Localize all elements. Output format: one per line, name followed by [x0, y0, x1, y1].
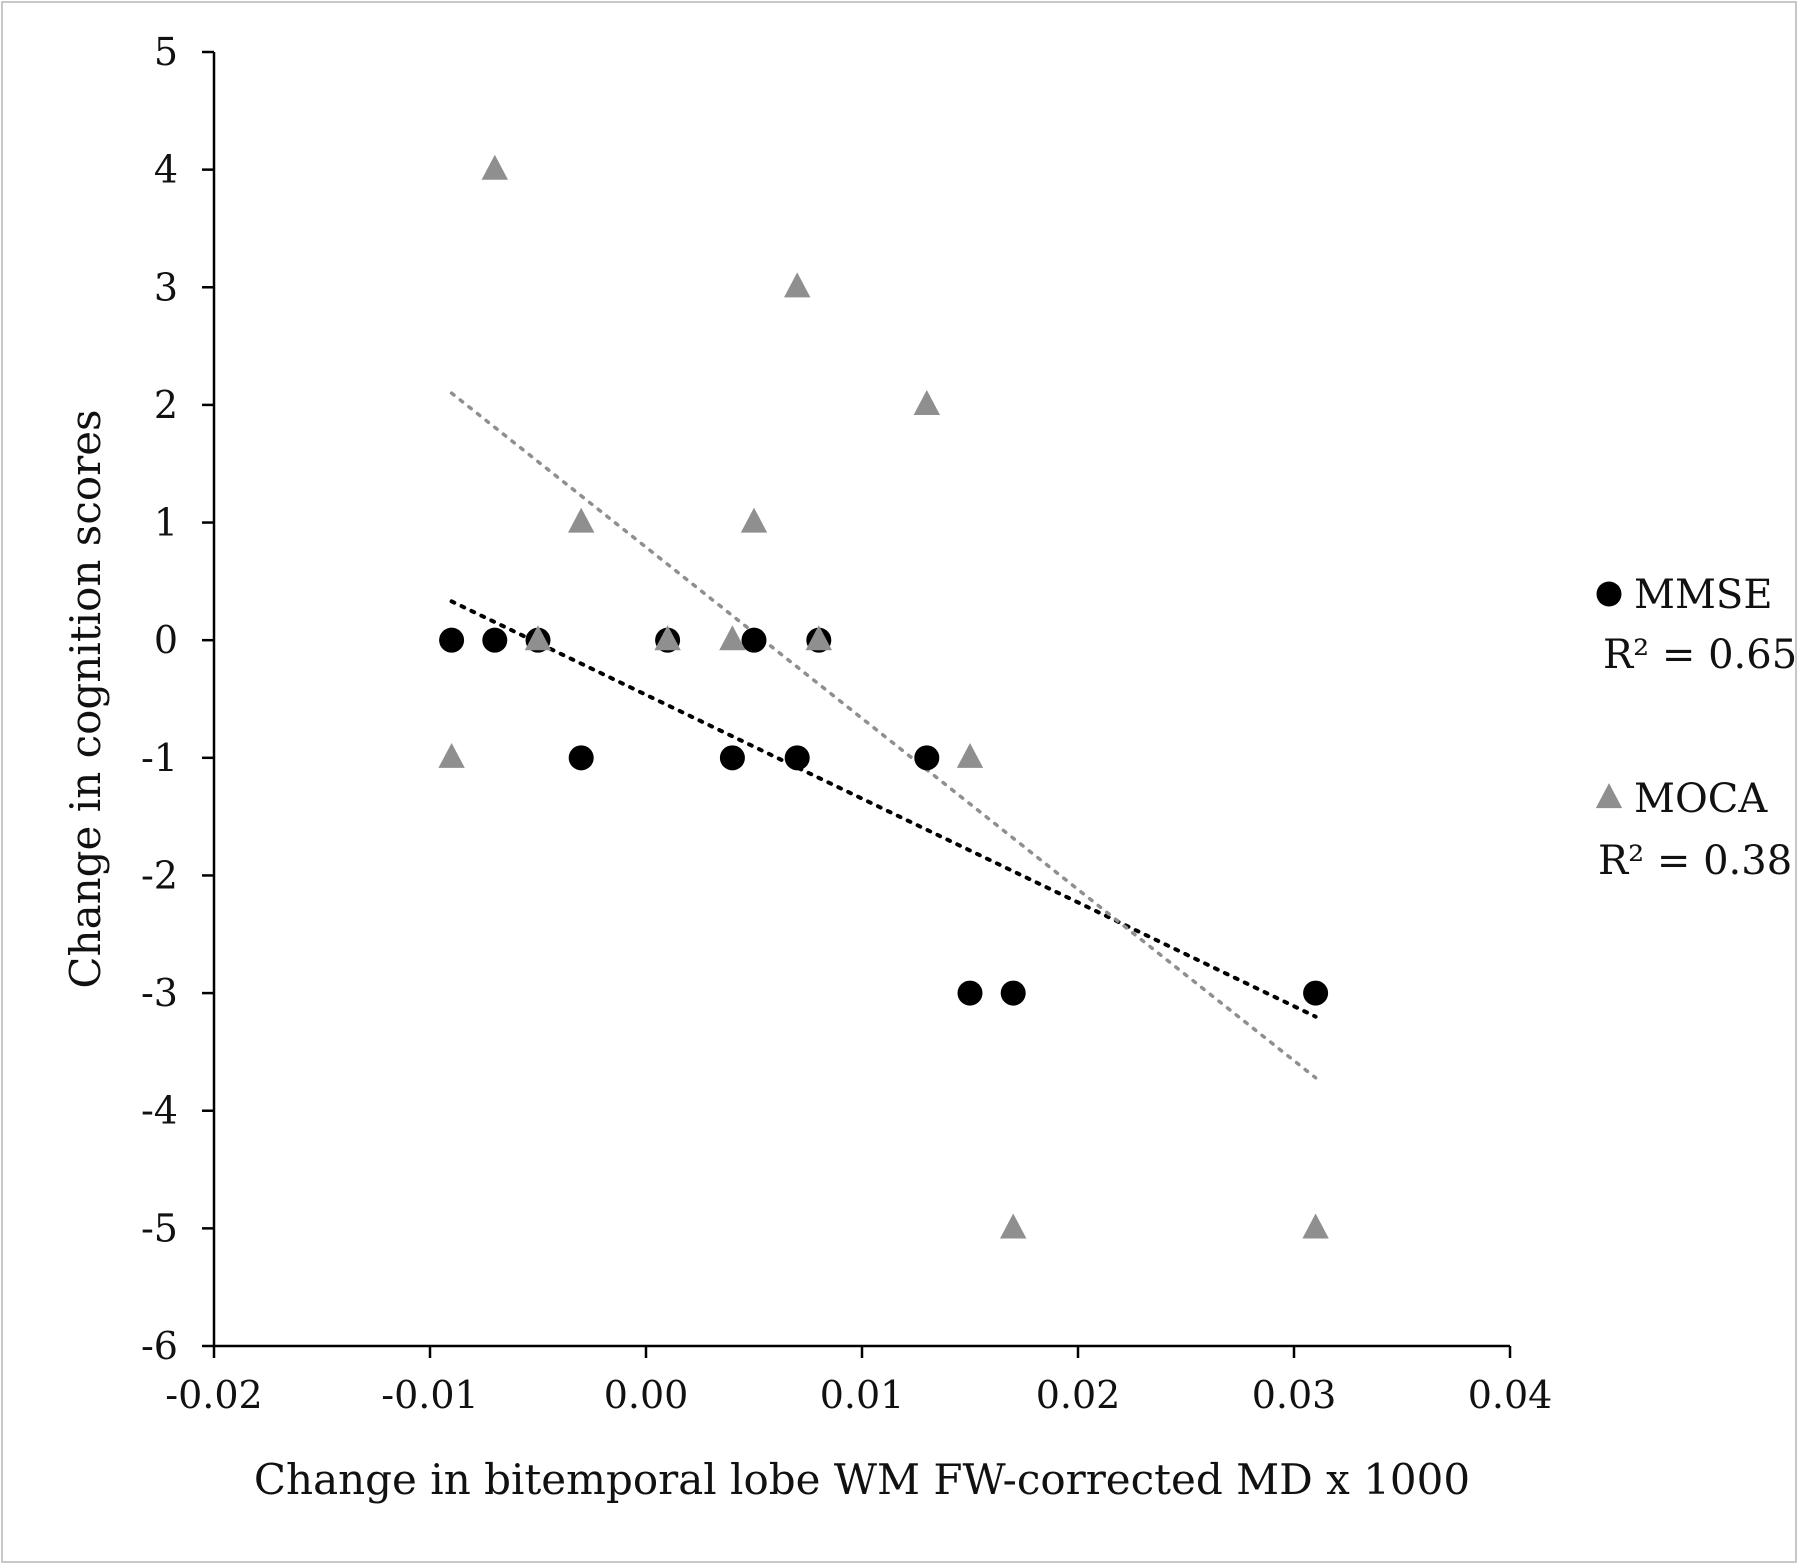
legend: MMSE R² = 0.65 MOCA R² = 0.38 — [1595, 572, 1797, 884]
legend-mmse-label: MMSE — [1634, 572, 1773, 618]
x-tick-label: 0.02 — [1036, 1373, 1121, 1417]
x-axis-title: Change in bitemporal lobe WM FW-correcte… — [254, 1455, 1470, 1504]
moca-point — [1302, 1213, 1329, 1239]
y-axis-title: Change in cognition scores — [61, 409, 110, 988]
moca-point — [956, 742, 984, 768]
moca-point — [654, 625, 681, 651]
moca-point — [438, 742, 465, 768]
tick-labels: 5 4 3 2 1 0 -1 -2 -3 -4 -5 -6 -0.02 -0.01 0.00 0.01 0.02… — [141, 30, 1552, 1417]
moca-point — [784, 272, 811, 298]
legend-mmse-r2: R² = 0.65 — [1603, 632, 1797, 678]
axes — [212, 52, 1510, 1348]
y-tick-label: 3 — [154, 265, 178, 309]
x-tick-label: 0.04 — [1468, 1373, 1553, 1417]
mmse-point — [439, 627, 465, 653]
x-tick-label: 0.00 — [604, 1373, 689, 1417]
legend-moca-r2: R² = 0.38 — [1598, 838, 1792, 884]
mmse-trendline — [449, 599, 1318, 1019]
y-tick-label: 2 — [154, 383, 178, 427]
legend-moca-label: MOCA — [1634, 776, 1768, 822]
mmse-point — [957, 980, 983, 1006]
x-tick-label: -0.02 — [165, 1373, 262, 1417]
trendlines — [449, 391, 1318, 1080]
x-tick-label: -0.01 — [381, 1373, 478, 1417]
mmse-point — [784, 745, 810, 771]
y-tick-label: 1 — [154, 501, 178, 545]
y-tick-label: -1 — [141, 736, 178, 780]
moca-point — [805, 625, 832, 651]
mmse-point — [482, 627, 508, 653]
x-tick-label: 0.01 — [820, 1373, 905, 1417]
legend-mmse-marker — [1596, 581, 1622, 607]
y-tick-label: 0 — [154, 618, 178, 662]
data-points — [438, 154, 1329, 1239]
moca-point — [740, 507, 768, 533]
mmse-point — [1303, 980, 1329, 1006]
mmse-point — [741, 627, 767, 653]
y-tick-label: 4 — [154, 148, 178, 192]
y-tick-label: -6 — [141, 1324, 178, 1368]
y-tick-label: -2 — [141, 853, 178, 897]
x-tick-label: 0.03 — [1252, 1373, 1337, 1417]
y-tick-label: 5 — [154, 30, 178, 74]
tick-marks — [202, 50, 1512, 1358]
y-tick-label: -3 — [141, 971, 178, 1015]
y-tick-label: -4 — [141, 1089, 178, 1133]
mmse-point — [914, 745, 940, 771]
y-tick-label: -5 — [141, 1206, 178, 1250]
moca-point — [913, 390, 940, 415]
moca-point — [481, 154, 508, 180]
mmse-point — [1000, 980, 1026, 1006]
moca-trendline — [449, 391, 1318, 1080]
mmse-point — [568, 745, 594, 771]
moca-point — [568, 507, 595, 533]
moca-point — [719, 625, 746, 651]
mmse-point — [719, 745, 745, 771]
moca-point — [524, 625, 552, 651]
moca-point — [1000, 1213, 1027, 1239]
legend-moca-marker — [1595, 783, 1623, 809]
